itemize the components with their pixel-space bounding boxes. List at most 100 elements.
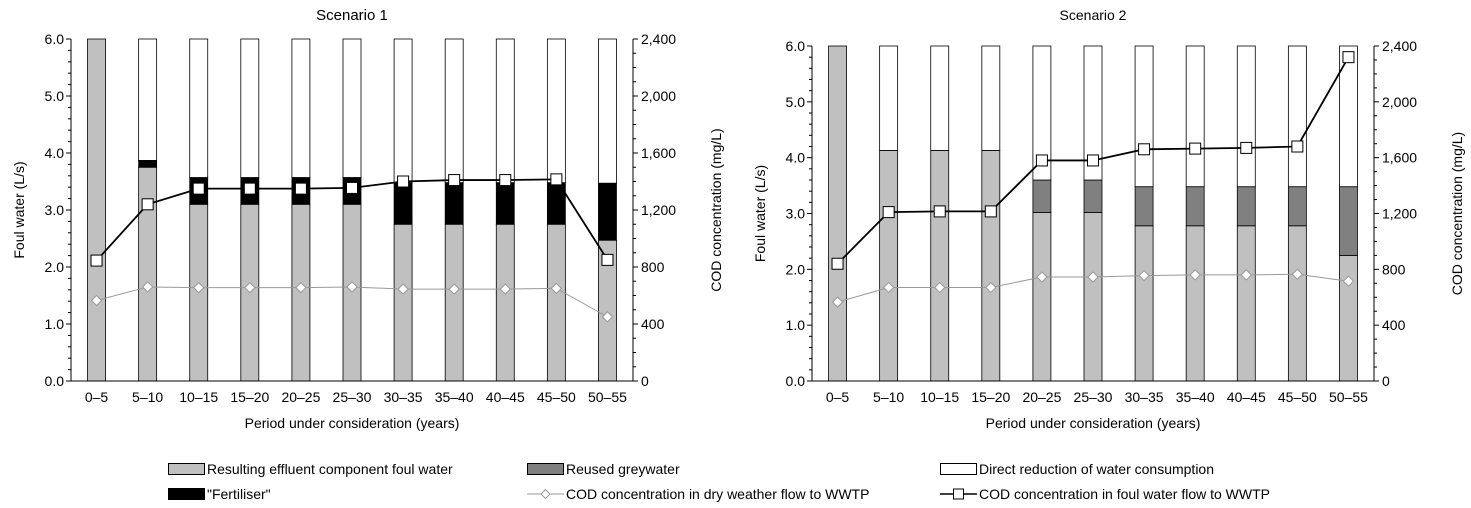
- data-point-cod-dry: [1189, 269, 1201, 281]
- x-tick-label: 5–10: [873, 389, 904, 405]
- data-point-cod-dry: [1291, 268, 1304, 280]
- y-tick-label: 2.0: [786, 261, 806, 277]
- y2-axis-label: COD concentration (mg/L): [708, 128, 724, 291]
- y2-tick-label: 800: [1382, 261, 1406, 277]
- y2-tick-label: 0: [641, 373, 649, 389]
- bar-segment-greywater: [1083, 179, 1103, 213]
- x-tick-label: 40–45: [1227, 389, 1266, 405]
- y-tick-label: 0.0: [786, 373, 806, 389]
- y2-tick-label: 0: [1382, 373, 1390, 389]
- bar-segment-reduction: [240, 38, 260, 178]
- x-tick-label: 20–25: [1022, 389, 1061, 405]
- data-point-cod-dry: [831, 296, 844, 308]
- data-point-cod-foul: [1291, 140, 1304, 153]
- x-tick-label: 15–20: [971, 389, 1010, 405]
- y-tick-label: 5.0: [786, 94, 806, 110]
- y2-tick-label: 800: [641, 259, 665, 275]
- y-tick-label: 3.0: [786, 206, 806, 222]
- y-tick-label: 3.0: [45, 202, 65, 218]
- bar-segment-reduction: [495, 38, 515, 184]
- chart-scenario-1: Scenario 1 0.0 1.0 2.0 3.0 4.0 5.0 6.0 0 400 800 1,…: [11, 7, 724, 431]
- data-point-cod-dry: [985, 281, 997, 294]
- x-tick-label: 5–10: [132, 389, 163, 405]
- bar-segment-reduction: [1339, 45, 1358, 188]
- y-tick-label: 2.0: [45, 259, 65, 275]
- data-point-cod-foul: [550, 173, 563, 186]
- data-point-cod-foul: [243, 182, 256, 195]
- x-tick-label: 0–5: [85, 389, 109, 405]
- data-point-cod-foul: [1240, 141, 1253, 154]
- y2-tick-label: 2,400: [641, 31, 676, 47]
- bar-segment-effluent: [828, 45, 847, 382]
- y-tick-label: 4.0: [45, 145, 65, 161]
- y2-tick-label: 1,600: [641, 145, 676, 161]
- bar-segment-reduction: [138, 38, 158, 161]
- data-point-cod-dry: [882, 281, 895, 294]
- data-point-cod-foul: [397, 175, 410, 188]
- data-point-cod-dry: [295, 281, 307, 294]
- data-point-cod-foul: [448, 174, 461, 187]
- x-tick-label: 0–5: [826, 389, 850, 405]
- bar-segment-reduction: [879, 45, 899, 151]
- x-tick-label: 30–35: [1125, 389, 1164, 405]
- bar-segment-reduction: [1287, 45, 1307, 188]
- bar-segment-reduction: [444, 38, 464, 184]
- data-point-cod-foul: [1189, 142, 1202, 155]
- bar-segment-reduction: [189, 38, 209, 178]
- bar-segment-reduction: [598, 38, 617, 184]
- data-point-cod-dry: [1342, 275, 1355, 287]
- x-tick-label: 45–50: [537, 389, 576, 405]
- bar-segment-reduction: [1134, 45, 1154, 188]
- data-point-cod-foul: [984, 205, 997, 218]
- bar-segment-fertiliser: [393, 182, 413, 225]
- y-tick-label: 0.0: [45, 373, 65, 389]
- y2-tick-label: 1,200: [1382, 206, 1417, 222]
- bar-segment-reduction: [1185, 45, 1205, 188]
- bar-segment-reduction: [1083, 45, 1103, 181]
- x-tick-label: 50–55: [588, 389, 627, 405]
- data-point-cod-dry: [1240, 269, 1252, 281]
- y-tick-label: 4.0: [786, 150, 806, 166]
- y2-axis-label: COD concentration (mg/L): [1449, 132, 1465, 295]
- x-tick-label: 35–40: [1176, 389, 1215, 405]
- bar-segment-fertiliser: [444, 182, 464, 225]
- y2-tick-label: 400: [1382, 317, 1406, 333]
- data-point-cod-foul: [90, 254, 103, 267]
- y-axis-label: Foul water (L/s): [752, 165, 768, 262]
- y2-tick-label: 2,000: [1382, 94, 1417, 110]
- bar-segment-fertiliser: [495, 182, 515, 225]
- x-tick-label: 50–55: [1329, 389, 1368, 405]
- x-tick-label: 25–30: [333, 389, 372, 405]
- data-point-cod-foul: [499, 174, 512, 187]
- data-point-cod-foul: [601, 253, 614, 266]
- x-tick-label: 10–15: [920, 389, 959, 405]
- bar-segment-greywater: [1236, 186, 1256, 227]
- data-point-cod-foul: [1138, 143, 1151, 156]
- y2-tick-label: 1,200: [641, 202, 676, 218]
- bar-segment-greywater: [1185, 186, 1205, 227]
- data-point-cod-dry: [1036, 271, 1048, 283]
- y2-tick-label: 1,600: [1382, 150, 1417, 166]
- bar-segment-effluent: [87, 38, 106, 382]
- y-axis-label: Foul water (L/s): [11, 161, 27, 258]
- chart-title: Scenario 1: [316, 7, 388, 24]
- data-point-cod-foul: [933, 205, 946, 218]
- data-point-cod-foul: [1087, 154, 1099, 167]
- data-point-cod-dry: [499, 283, 511, 295]
- data-point-cod-foul: [882, 206, 895, 219]
- x-tick-label: 20–25: [281, 389, 320, 405]
- bar-segment-reduction: [981, 45, 1001, 151]
- bar-segment-fertiliser: [598, 182, 617, 241]
- data-point-cod-dry: [601, 311, 614, 323]
- y-tick-label: 6.0: [786, 38, 806, 54]
- chart-scenario-2: Scenario 2 0.0 1.0 2.0 3.0 4.0 5.0 6.0 0 400 800 1,…: [752, 7, 1465, 431]
- bar-segment-effluent: [444, 223, 464, 382]
- bar-segment-effluent: [981, 150, 1001, 382]
- bar-segment-effluent: [1236, 225, 1256, 382]
- data-point-cod-dry: [1138, 269, 1150, 282]
- data-point-cod-dry: [141, 281, 154, 293]
- data-point-cod-foul: [192, 182, 205, 195]
- data-point-cod-foul: [1342, 51, 1355, 64]
- bar-segment-effluent: [393, 223, 413, 382]
